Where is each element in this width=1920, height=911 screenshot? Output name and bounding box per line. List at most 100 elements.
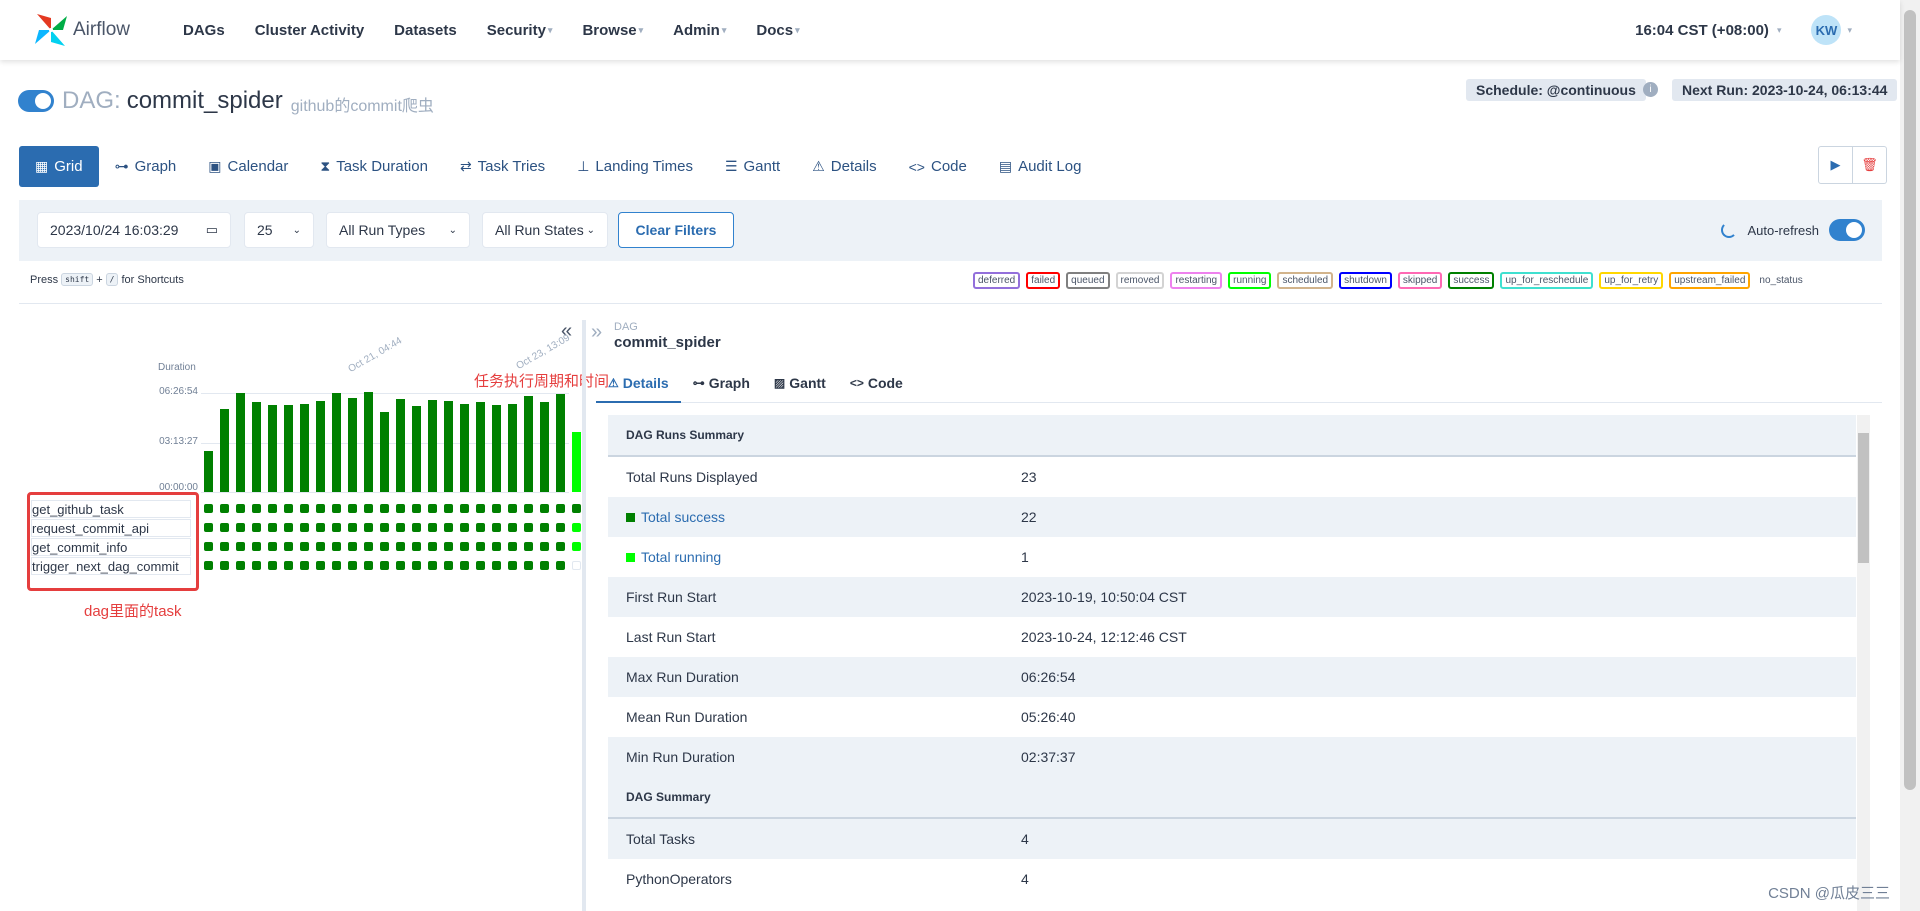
- task-instance-cell[interactable]: [268, 561, 277, 570]
- legend-no-status[interactable]: no_status: [1756, 272, 1806, 289]
- run-duration-bar[interactable]: [220, 409, 229, 492]
- task-row-get-github-task[interactable]: get_github_task: [31, 500, 191, 518]
- run-duration-bar[interactable]: [572, 432, 581, 492]
- run-duration-bar[interactable]: [396, 399, 405, 492]
- task-instance-cell[interactable]: [268, 504, 277, 513]
- task-instance-cell[interactable]: [316, 504, 325, 513]
- task-instance-cell[interactable]: [316, 542, 325, 551]
- task-instance-cell[interactable]: [332, 542, 341, 551]
- panel-resize-handle[interactable]: [582, 320, 586, 911]
- run-state-select[interactable]: All Run States ⌄: [482, 212, 608, 248]
- run-duration-bar[interactable]: [428, 400, 437, 492]
- auto-refresh-toggle[interactable]: [1829, 219, 1865, 241]
- task-instance-cell[interactable]: [556, 542, 565, 551]
- dag-pause-toggle[interactable]: [18, 90, 54, 112]
- run-duration-bar[interactable]: [556, 394, 565, 492]
- run-duration-bar[interactable]: [460, 404, 469, 492]
- legend-queued[interactable]: queued: [1066, 272, 1110, 289]
- task-instance-cell[interactable]: [252, 504, 261, 513]
- task-instance-cell[interactable]: [236, 504, 245, 513]
- task-instance-cell[interactable]: [348, 504, 357, 513]
- run-duration-bar[interactable]: [252, 402, 261, 492]
- task-instance-cell[interactable]: [508, 504, 517, 513]
- task-instance-cell[interactable]: [348, 523, 357, 532]
- task-instance-cell[interactable]: [444, 542, 453, 551]
- run-duration-bar[interactable]: [492, 405, 501, 492]
- task-instance-cell[interactable]: [556, 523, 565, 532]
- task-instance-cell[interactable]: [284, 561, 293, 570]
- task-instance-cell[interactable]: [540, 542, 549, 551]
- tab-task-duration[interactable]: ⧗ Task Duration: [320, 158, 428, 175]
- task-instance-cell[interactable]: [316, 561, 325, 570]
- task-row-request-commit-api[interactable]: request_commit_api: [31, 519, 191, 537]
- task-instance-cell[interactable]: [556, 561, 565, 570]
- run-duration-bar[interactable]: [268, 405, 277, 492]
- task-instance-cell[interactable]: [476, 504, 485, 513]
- task-instance-cell[interactable]: [508, 561, 517, 570]
- table-key[interactable]: Total running: [641, 549, 722, 565]
- nav-cluster-activity[interactable]: Cluster Activity: [254, 21, 365, 39]
- task-instance-cell[interactable]: [364, 561, 373, 570]
- base-date-input[interactable]: 2023/10/24 16:03:29 ▭: [37, 212, 231, 248]
- task-instance-cell[interactable]: [428, 504, 437, 513]
- task-instance-cell[interactable]: [300, 561, 309, 570]
- task-instance-cell[interactable]: [508, 523, 517, 532]
- task-instance-cell[interactable]: [460, 504, 469, 513]
- detail-tab-details[interactable]: ⚠ Details: [596, 364, 681, 403]
- task-instance-cell[interactable]: [332, 504, 341, 513]
- run-duration-bar[interactable]: [444, 401, 453, 492]
- task-instance-cell[interactable]: [220, 561, 229, 570]
- task-instance-cell[interactable]: [220, 523, 229, 532]
- task-instance-cell[interactable]: [316, 523, 325, 532]
- task-instance-cell[interactable]: [204, 504, 213, 513]
- legend-deferred[interactable]: deferred: [973, 272, 1021, 289]
- task-instance-cell[interactable]: [396, 504, 405, 513]
- table-row[interactable]: Total success 22: [608, 497, 1856, 537]
- table-key[interactable]: Total success: [641, 509, 726, 525]
- task-instance-cell[interactable]: [492, 561, 501, 570]
- task-instance-cell[interactable]: [508, 542, 517, 551]
- task-instance-cell[interactable]: [428, 523, 437, 532]
- run-duration-bar[interactable]: [204, 451, 213, 492]
- detail-dag-name[interactable]: commit_spider: [614, 334, 721, 351]
- task-row-get-commit-info[interactable]: get_commit_info: [31, 538, 191, 556]
- task-instance-cell[interactable]: [332, 523, 341, 532]
- task-instance-cell[interactable]: [524, 504, 533, 513]
- legend-skipped[interactable]: skipped: [1397, 272, 1443, 289]
- run-duration-bar[interactable]: [364, 392, 373, 492]
- run-duration-bar[interactable]: [476, 402, 485, 492]
- nav-datasets[interactable]: Datasets: [394, 21, 457, 39]
- task-instance-cell[interactable]: [524, 542, 533, 551]
- expand-panel-icon[interactable]: »: [591, 321, 603, 343]
- task-instance-cell[interactable]: [380, 542, 389, 551]
- tab-graph[interactable]: ⊶ Graph: [114, 158, 177, 175]
- legend-up-for-reschedule[interactable]: up_for_reschedule: [1500, 272, 1594, 289]
- task-instance-cell[interactable]: [540, 523, 549, 532]
- tab-calendar[interactable]: ▣ Calendar: [208, 158, 289, 175]
- run-duration-bar[interactable]: [412, 406, 421, 492]
- detail-tab-gantt[interactable]: ▨ Gantt: [773, 374, 826, 391]
- detail-scrollbar[interactable]: [1857, 415, 1870, 911]
- legend-shutdown[interactable]: shutdown: [1339, 272, 1392, 289]
- task-instance-cell[interactable]: [204, 542, 213, 551]
- user-menu[interactable]: KW ▾: [1781, 15, 1852, 45]
- run-duration-bar[interactable]: [508, 404, 517, 492]
- task-instance-cell[interactable]: [492, 542, 501, 551]
- run-duration-bar[interactable]: [236, 393, 245, 492]
- task-instance-cell[interactable]: [204, 561, 213, 570]
- task-instance-cell[interactable]: [284, 504, 293, 513]
- task-instance-cell[interactable]: [460, 561, 469, 570]
- task-instance-cell[interactable]: [412, 504, 421, 513]
- task-instance-cell[interactable]: [428, 542, 437, 551]
- tab-details[interactable]: ⚠ Details: [812, 158, 877, 175]
- task-instance-cell[interactable]: [556, 504, 565, 513]
- task-instance-cell[interactable]: [396, 523, 405, 532]
- task-instance-cell[interactable]: [492, 523, 501, 532]
- run-duration-bar[interactable]: [284, 405, 293, 492]
- task-instance-cell[interactable]: [300, 542, 309, 551]
- task-instance-cell[interactable]: [268, 542, 277, 551]
- task-instance-cell[interactable]: [348, 561, 357, 570]
- detail-tab-code[interactable]: <> Code: [849, 374, 903, 391]
- task-instance-cell[interactable]: [220, 542, 229, 551]
- tab-task-tries[interactable]: ⇄ Task Tries: [459, 158, 546, 175]
